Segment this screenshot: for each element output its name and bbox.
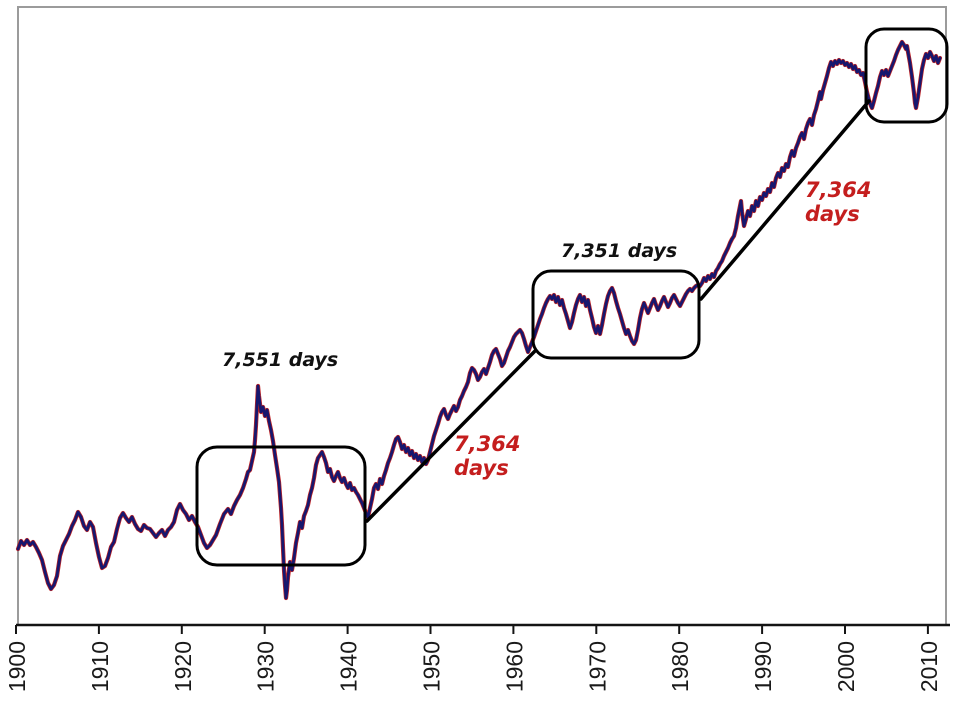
consolidation-box-consolidation-1921-1942: [195, 445, 367, 567]
x-tick-label-1930: 1930: [253, 641, 279, 692]
x-tick-label-1990: 1990: [750, 641, 776, 692]
stock-index-line-red-underlay: [15, 39, 943, 601]
trend-line-advance-1942-1962: [365, 349, 537, 523]
trend-label-line2: days: [454, 456, 509, 480]
trend-line-advance-1982-2002: [699, 99, 871, 301]
trend-label-line1: 7,364: [454, 432, 521, 456]
x-tick-label-1980: 1980: [667, 641, 693, 692]
x-tick-label-2010: 2010: [916, 641, 942, 692]
consolidation-box-consolidation-2002-present: [864, 27, 949, 124]
trend-label-line1: 7,364: [805, 178, 872, 202]
x-tick-label-1960: 1960: [501, 641, 527, 692]
consolidation-box-consolidation-1962-1982: [531, 269, 701, 360]
trend-label-line2: days: [805, 202, 860, 226]
annotation-7364-days-first: 7,364 days: [454, 432, 520, 480]
x-tick-label-1920: 1920: [170, 641, 196, 692]
annotation-7551-days: 7,551 days: [222, 349, 339, 371]
stock-index-line: [16, 40, 942, 600]
x-tick-label-1970: 1970: [584, 641, 610, 692]
x-tick-label-2000: 2000: [833, 641, 859, 692]
annotation-7351-days: 7,351 days: [561, 240, 678, 262]
plot-frame-border: [17, 6, 947, 625]
x-tick-label-1910: 1910: [87, 641, 113, 692]
annotation-7364-days-second: 7,364 days: [805, 178, 871, 226]
x-tick-label-1900: 1900: [4, 641, 30, 692]
x-tick-label-1940: 1940: [336, 641, 362, 692]
x-tick-label-1950: 1950: [419, 641, 445, 692]
